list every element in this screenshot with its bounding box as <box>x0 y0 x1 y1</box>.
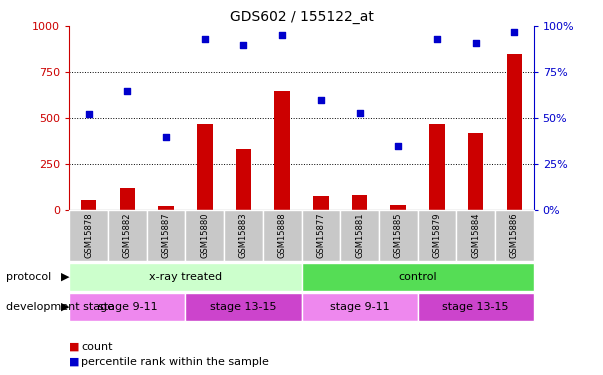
Bar <box>186 292 302 321</box>
Point <box>510 29 519 35</box>
Text: stage 9-11: stage 9-11 <box>330 302 390 312</box>
Bar <box>236 149 251 210</box>
Bar <box>224 210 263 261</box>
Bar <box>119 188 135 210</box>
Text: GSM15883: GSM15883 <box>239 213 248 258</box>
Point <box>355 110 364 116</box>
Text: percentile rank within the sample: percentile rank within the sample <box>81 357 270 367</box>
Text: ▶: ▶ <box>61 272 69 282</box>
Bar <box>302 262 534 291</box>
Bar <box>417 292 534 321</box>
Bar <box>340 210 379 261</box>
Text: GSM15881: GSM15881 <box>355 213 364 258</box>
Text: GSM15885: GSM15885 <box>394 213 403 258</box>
Bar <box>81 200 96 210</box>
Bar <box>69 292 186 321</box>
Bar <box>69 262 302 291</box>
Bar <box>417 210 456 261</box>
Bar <box>186 210 224 261</box>
Bar <box>302 292 417 321</box>
Text: stage 13-15: stage 13-15 <box>210 302 277 312</box>
Text: GSM15882: GSM15882 <box>123 213 132 258</box>
Text: GSM15879: GSM15879 <box>432 213 441 258</box>
Text: protocol: protocol <box>6 272 51 282</box>
Text: GSM15886: GSM15886 <box>510 213 519 258</box>
Point <box>471 40 481 46</box>
Text: GSM15880: GSM15880 <box>200 213 209 258</box>
Text: ▶: ▶ <box>61 302 69 312</box>
Text: GSM15877: GSM15877 <box>317 213 326 258</box>
Text: ■: ■ <box>69 357 80 367</box>
Text: ■: ■ <box>69 342 80 352</box>
Point <box>161 134 171 140</box>
Point <box>122 88 132 94</box>
Bar <box>108 210 147 261</box>
Bar <box>456 210 495 261</box>
Point <box>316 97 326 103</box>
Point <box>277 33 287 39</box>
Bar <box>507 54 522 210</box>
Bar <box>468 133 484 210</box>
Bar <box>147 210 186 261</box>
Text: GSM15884: GSM15884 <box>471 213 480 258</box>
Bar <box>379 210 417 261</box>
Bar <box>352 195 367 210</box>
Text: GSM15888: GSM15888 <box>277 213 286 258</box>
Text: stage 13-15: stage 13-15 <box>443 302 509 312</box>
Text: development stage: development stage <box>6 302 114 312</box>
Text: x-ray treated: x-ray treated <box>149 272 222 282</box>
Point <box>84 111 93 117</box>
Bar <box>263 210 302 261</box>
Text: GSM15878: GSM15878 <box>84 213 93 258</box>
Bar <box>69 210 108 261</box>
Bar <box>159 206 174 210</box>
Text: count: count <box>81 342 113 352</box>
Bar <box>391 206 406 210</box>
Point <box>393 143 403 149</box>
Bar <box>302 210 340 261</box>
Bar <box>274 91 290 210</box>
Bar <box>495 210 534 261</box>
Bar <box>313 196 329 210</box>
Point <box>200 36 210 42</box>
Text: stage 9-11: stage 9-11 <box>98 302 157 312</box>
Bar <box>429 124 444 210</box>
Title: GDS602 / 155122_at: GDS602 / 155122_at <box>230 10 373 24</box>
Text: control: control <box>398 272 437 282</box>
Point <box>432 36 442 42</box>
Text: GSM15887: GSM15887 <box>162 213 171 258</box>
Bar <box>197 124 212 210</box>
Point <box>239 42 248 48</box>
